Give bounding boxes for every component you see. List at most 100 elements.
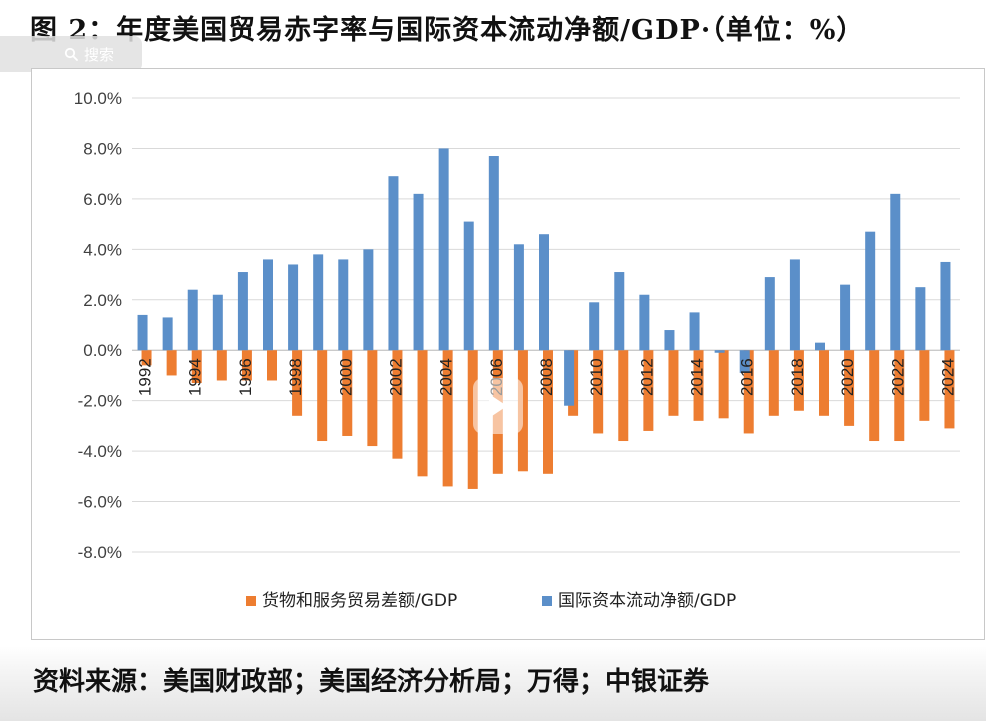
capital-flow-bar [890, 193, 901, 351]
trade-balance-bar [793, 350, 804, 411]
legend-capital-label: 国际资本流动净额/GDP [558, 591, 736, 611]
source-note: 资料来源：美国财政部；美国经济分析局；万得；中银证券 [33, 667, 710, 697]
trade-balance-bar [166, 350, 177, 376]
capital-flow-bar [413, 193, 424, 351]
trade-balance-bar [267, 350, 277, 381]
x-tick-label: 2000 [336, 358, 355, 396]
capital-flow-bar [187, 289, 198, 351]
capital-flow-bar [463, 221, 474, 351]
trade-balance-bar [543, 350, 553, 474]
trade-balance-bar [869, 350, 880, 442]
capital-flow-bar [338, 259, 349, 351]
trade-balance-bar [417, 350, 428, 477]
x-tick-label: 2008 [537, 358, 556, 396]
x-tick-label: 1998 [286, 358, 305, 396]
trade-balance-bar [442, 350, 453, 487]
trade-balance-bar [668, 350, 679, 416]
chart-area: 10.0% 8.0% 6.0% 4.0% 2.0% 0.0% -2.0% -4.0% -6.0%… [31, 68, 985, 640]
trade-balance-bar [643, 350, 654, 431]
capital-flow-bar [589, 302, 600, 351]
trade-balance-bar [342, 350, 353, 436]
video-play-button[interactable] [473, 378, 523, 434]
search-label: 搜索 [84, 45, 115, 64]
trade-balance-bar [467, 350, 478, 489]
trade-balance-bar [241, 350, 252, 381]
capital-flow-bar [162, 317, 173, 351]
trade-balance-bar [191, 350, 202, 384]
trade-balance-bar [919, 350, 930, 421]
x-tick-label: 2004 [437, 358, 456, 396]
footer: 资料来源：美国财政部；美国经济分析局；万得；中银证券 [0, 646, 986, 721]
trade-balance-bar [141, 350, 152, 366]
trade-balance-bar [718, 350, 729, 419]
y-tick-label: -4.0% [78, 442, 122, 461]
capital-flow-bar [840, 284, 851, 351]
x-tick-label: 2024 [938, 358, 957, 396]
capital-flow-bar [614, 272, 625, 351]
trade-balance-bar [392, 350, 403, 459]
capital-flow-bar [539, 234, 549, 351]
x-tick-label: 2020 [838, 358, 857, 396]
trade-balance-bar [216, 350, 227, 381]
x-tick-label: 2016 [738, 358, 757, 396]
chart-svg: 10.0% 8.0% 6.0% 4.0% 2.0% 0.0% -2.0% -4.0% -6.0%… [74, 89, 960, 611]
y-tick-label: 6.0% [83, 190, 122, 209]
capital-flow-bar [438, 148, 449, 351]
capital-flow-bar [237, 272, 248, 351]
x-tick-label: 2012 [637, 358, 656, 396]
chart-title: 图 2：年度美国贸易赤字率与国际资本流动净额/GDP·（单位：%） [30, 15, 865, 46]
y-tick-label: 0.0% [83, 341, 122, 360]
y-tick-label: -2.0% [78, 392, 122, 411]
capital-flow-bar [639, 294, 650, 351]
capital-flow-bar [513, 244, 524, 351]
y-tick-label: 2.0% [83, 291, 122, 310]
capital-flow-bar [739, 350, 750, 373]
trade-balance-bar [743, 350, 754, 434]
trade-balance-bar [844, 350, 855, 426]
legend-trade-swatch [246, 596, 256, 606]
capital-flow-bar [689, 312, 700, 351]
x-tick-label: 1992 [136, 358, 155, 396]
trade-balance-bar [593, 350, 604, 434]
x-tick-label: 1996 [236, 358, 255, 396]
capital-flow-bar [564, 350, 575, 406]
y-tick-label: 10.0% [74, 89, 122, 108]
capital-flow-bar [940, 261, 951, 351]
capital-flow-bar [764, 277, 775, 351]
legend-capital-swatch [542, 596, 552, 606]
x-tick-label: 2002 [386, 358, 405, 396]
x-tick-label: 2022 [888, 358, 907, 396]
x-tick-label: 2018 [788, 358, 807, 396]
capital-flow-bar [664, 330, 675, 351]
trade-balance-bar [894, 350, 905, 442]
capital-flow-bar [137, 314, 148, 351]
capital-flow-bar [865, 231, 876, 351]
trade-balance-bar [367, 350, 378, 447]
trade-balance-bar [693, 350, 704, 421]
capital-flow-bar [288, 264, 299, 351]
y-tick-label: 4.0% [83, 240, 122, 259]
legend-trade-label: 货物和服务贸易差额/GDP [262, 591, 457, 611]
capital-flow-bar [789, 259, 800, 351]
capital-flow-bar [915, 287, 926, 351]
search-icon [64, 47, 78, 61]
y-tick-label: 8.0% [83, 139, 122, 158]
y-tick-label: -8.0% [78, 543, 122, 562]
trade-balance-bar [819, 350, 829, 416]
capital-flow-bar [313, 254, 324, 351]
capital-flow-bar [815, 342, 825, 351]
capital-flow-bar [714, 350, 725, 353]
capital-flow-bar [488, 156, 499, 351]
trade-balance-bar [944, 350, 955, 429]
search-button[interactable]: 搜索 [0, 36, 142, 72]
capital-flow-bar [263, 259, 273, 351]
x-tick-label: 1994 [186, 358, 205, 396]
trade-balance-bar [618, 350, 629, 442]
x-tick-label: 2014 [688, 358, 707, 396]
capital-flow-bar [363, 249, 374, 351]
y-tick-label: -6.0% [78, 493, 122, 512]
trade-balance-bar [292, 350, 303, 416]
trade-balance-bar [768, 350, 779, 416]
capital-flow-bar [212, 294, 223, 351]
trade-balance-bar [317, 350, 328, 442]
